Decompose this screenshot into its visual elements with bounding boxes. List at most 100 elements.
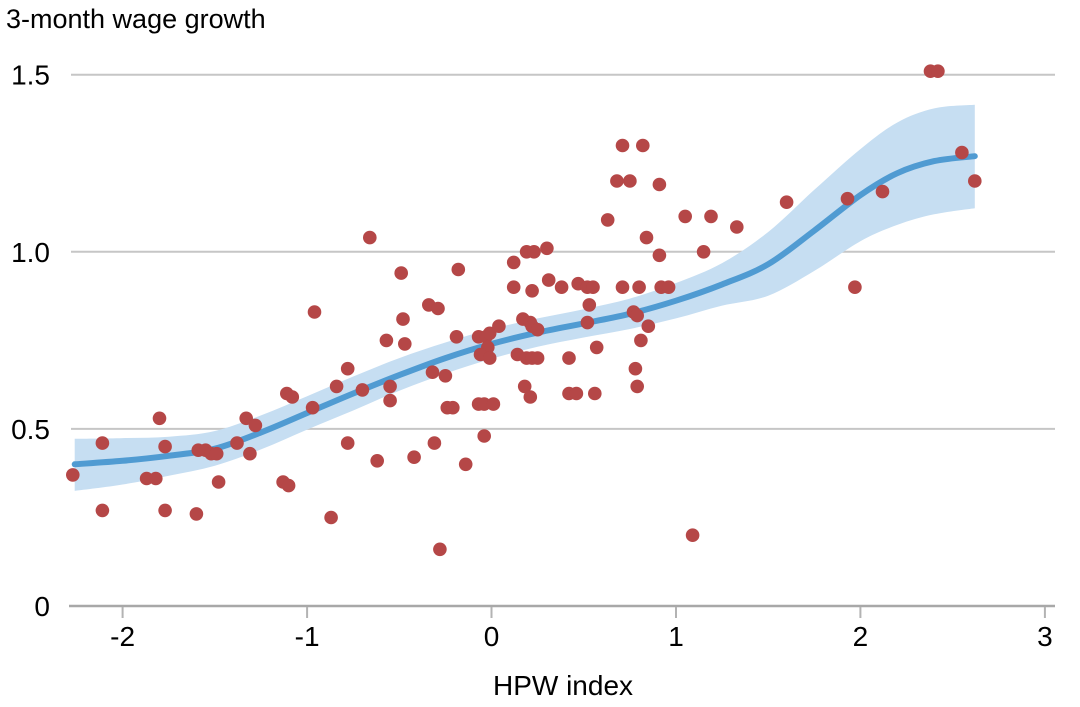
scatter-point xyxy=(281,478,296,493)
scatter-point xyxy=(623,174,637,188)
y-tick-label-1: 1.0 xyxy=(11,237,50,268)
confidence-band xyxy=(74,104,975,491)
scatter-point xyxy=(634,333,648,348)
scatter-point xyxy=(482,351,497,365)
x-axis-title: HPW index xyxy=(493,670,633,701)
scatter-point xyxy=(600,213,615,227)
y-tick-label-1.5: 1.5 xyxy=(11,60,50,91)
scatter-point xyxy=(506,280,521,295)
scatter-point xyxy=(340,361,355,376)
scatter-point xyxy=(396,312,410,326)
scatter-point xyxy=(630,308,644,323)
scatter-point xyxy=(492,319,506,334)
scatter-point xyxy=(641,319,656,334)
scatter-point xyxy=(458,457,473,472)
scatter-point xyxy=(615,280,630,295)
scatter-point xyxy=(704,209,718,224)
scatter-point xyxy=(562,351,576,365)
y-tick-label-0.5: 0.5 xyxy=(11,414,50,445)
scatter-point xyxy=(554,280,569,295)
scatter-point xyxy=(451,262,466,277)
scatter-point xyxy=(355,383,370,397)
scatter-point xyxy=(588,386,602,401)
scatter-point xyxy=(477,429,492,443)
scatter-point xyxy=(329,379,344,394)
scatter-point xyxy=(370,454,385,468)
scatter-point xyxy=(678,209,692,224)
scatter-point xyxy=(95,436,110,450)
scatter-point xyxy=(149,471,163,486)
scatter-point xyxy=(285,390,300,404)
scatter-point xyxy=(438,369,453,383)
scatter-point xyxy=(848,280,862,295)
x-tick-label-2: 2 xyxy=(853,621,869,652)
scatter-point xyxy=(639,230,654,245)
point-layer xyxy=(66,64,982,557)
scatter-point xyxy=(586,280,600,295)
scatter-point xyxy=(569,386,584,401)
scatter-point xyxy=(661,280,676,295)
scatter-point xyxy=(541,273,556,287)
scatter-point xyxy=(446,400,460,415)
scatter-point xyxy=(158,439,172,454)
scatter-point xyxy=(209,446,224,461)
scatter-point xyxy=(530,351,545,365)
scatter-point xyxy=(636,138,650,153)
scatter-point xyxy=(433,542,447,557)
scatter-point xyxy=(427,436,442,450)
x-tick-label-0: 0 xyxy=(484,621,500,652)
scatter-point xyxy=(955,145,969,160)
scatter-point xyxy=(486,397,501,411)
scatter-point xyxy=(652,248,667,263)
scatter-point xyxy=(685,528,700,542)
scatter-point xyxy=(189,507,204,521)
scatter-point xyxy=(383,393,397,408)
scatter-point xyxy=(652,177,667,192)
scatter-point xyxy=(307,305,322,319)
scatter-point xyxy=(628,361,643,376)
scatter-point xyxy=(779,195,794,209)
scatter-point xyxy=(615,138,630,153)
scatter-point xyxy=(527,245,541,259)
scatter-point xyxy=(482,326,497,341)
scatter-point xyxy=(632,280,646,295)
scatter-point xyxy=(875,184,890,199)
scatter-point xyxy=(394,266,409,280)
scatter-point xyxy=(610,174,624,188)
x-tick-label--2: -2 xyxy=(110,621,135,652)
scatter-point xyxy=(152,411,167,426)
scatter-point xyxy=(730,220,744,234)
scatter-point xyxy=(523,390,538,404)
x-tick-label-3: 3 xyxy=(1037,621,1053,652)
scatter-point xyxy=(582,298,597,312)
scatter-point xyxy=(517,379,532,394)
scatter-point xyxy=(305,400,320,415)
scatter-point xyxy=(968,174,982,188)
x-tick-label-1: 1 xyxy=(668,621,684,652)
band-layer xyxy=(74,104,975,491)
scatter-point xyxy=(931,64,945,78)
scatter-point xyxy=(696,245,711,259)
scatter-point xyxy=(580,315,595,330)
scatter-point xyxy=(363,230,377,245)
scatter-point xyxy=(239,411,253,426)
axis-layer: -2 -1 0 1 2 3 0 0.5 1.0 1.5 xyxy=(11,60,1055,652)
scatter-point xyxy=(425,365,440,380)
scatter-point xyxy=(243,446,257,461)
chart-title: 3-month wage growth xyxy=(6,4,266,34)
scatter-point xyxy=(158,503,172,518)
scatter-point xyxy=(230,436,244,450)
scatter-point xyxy=(525,284,539,298)
scatter-point xyxy=(407,450,421,465)
scatter-point xyxy=(840,191,855,206)
y-tick-label-0: 0 xyxy=(34,591,50,622)
scatter-point xyxy=(211,475,226,489)
scatter-point xyxy=(530,322,545,337)
scatter-point xyxy=(506,255,521,270)
scatter-point xyxy=(340,436,355,450)
scatter-point xyxy=(589,340,604,355)
scatter-point xyxy=(540,241,554,256)
scatter-point xyxy=(630,379,644,394)
